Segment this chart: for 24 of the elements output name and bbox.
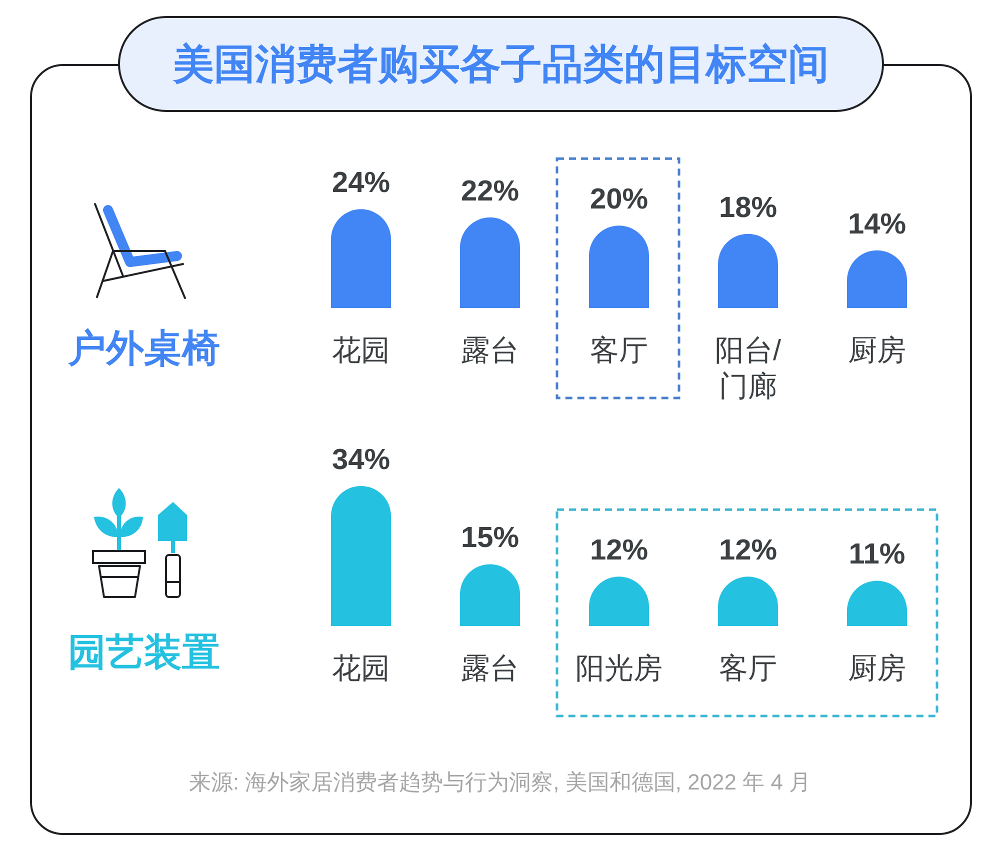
data-label: 12% xyxy=(718,534,778,567)
x-tick-label: 客厅 xyxy=(719,653,777,685)
data-label: 22% xyxy=(460,175,520,208)
x-tick-label: 阳台/门廊 xyxy=(714,335,782,403)
data-label: 34% xyxy=(332,444,390,476)
data-label: 24% xyxy=(332,167,390,200)
data-label: 11% xyxy=(848,538,906,571)
x-tick-label: 厨房 xyxy=(848,653,906,685)
text: 户外桌椅 xyxy=(67,328,220,370)
x-tick-label: 客厅 xyxy=(590,335,648,367)
data-label: 14% xyxy=(848,208,906,240)
x-tick-label: 花园 xyxy=(332,335,390,367)
data-label: 18% xyxy=(718,192,778,224)
x-tick-label: 露台 xyxy=(461,335,519,367)
x-tick-label: 露台 xyxy=(461,653,519,685)
text: 美国消费者购买各子品类的目标空间 xyxy=(172,41,829,87)
data-label: 20% xyxy=(590,184,648,216)
x-tick-label: 花园 xyxy=(332,653,390,685)
data-label: 15% xyxy=(460,522,520,554)
x-tick-label: 厨房 xyxy=(848,335,906,367)
source-note: 来源: 海外家居消费者趋势与行为洞察, 美国和德国, 2022 年 4 月 xyxy=(188,770,812,794)
data-label: 12% xyxy=(590,534,648,567)
x-tick-label: 阳光房 xyxy=(576,653,662,685)
text: 园艺装置 xyxy=(68,632,220,674)
